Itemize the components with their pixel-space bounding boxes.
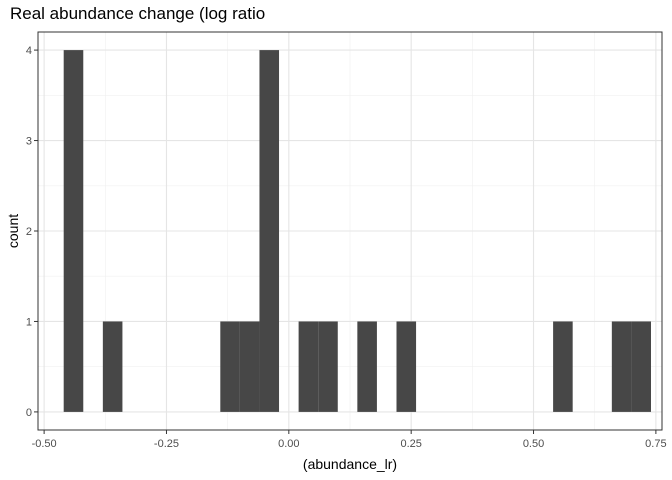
histogram-bar <box>396 321 417 412</box>
y-tick-label: 1 <box>26 316 32 328</box>
histogram-bar <box>318 321 338 412</box>
x-tick-label: -0.50 <box>32 438 57 450</box>
histogram-bar <box>220 321 240 412</box>
y-tick-label: 0 <box>26 407 32 419</box>
histogram-bar <box>357 321 377 412</box>
histogram-bars <box>63 50 651 412</box>
x-tick-label: 0.25 <box>400 438 421 450</box>
y-tick-label: 2 <box>26 226 32 238</box>
x-tick-label: -0.25 <box>154 438 179 450</box>
x-tick-label: 0.00 <box>278 438 299 450</box>
histogram-bar <box>63 50 84 412</box>
histogram-bar <box>239 321 260 412</box>
histogram-bar <box>102 321 123 412</box>
y-tick-label: 3 <box>26 136 32 148</box>
x-tick-label: 0.50 <box>523 438 544 450</box>
histogram-bar <box>611 321 632 412</box>
y-axis-title: count <box>5 214 21 248</box>
histogram-bar <box>259 50 280 412</box>
histogram-bar <box>631 321 651 412</box>
x-axis-title: (abundance_lr) <box>303 456 397 472</box>
y-tick-label: 4 <box>26 45 32 57</box>
histogram-bar <box>298 321 319 412</box>
axis-ticks: -0.50 -0.25 0.00 0.25 0.50 0.75 0 1 2 3 4 <box>26 45 667 450</box>
histogram-bar <box>553 321 573 412</box>
chart-title: Real abundance change (log ratio <box>10 4 266 23</box>
x-tick-label: 0.75 <box>645 438 666 450</box>
